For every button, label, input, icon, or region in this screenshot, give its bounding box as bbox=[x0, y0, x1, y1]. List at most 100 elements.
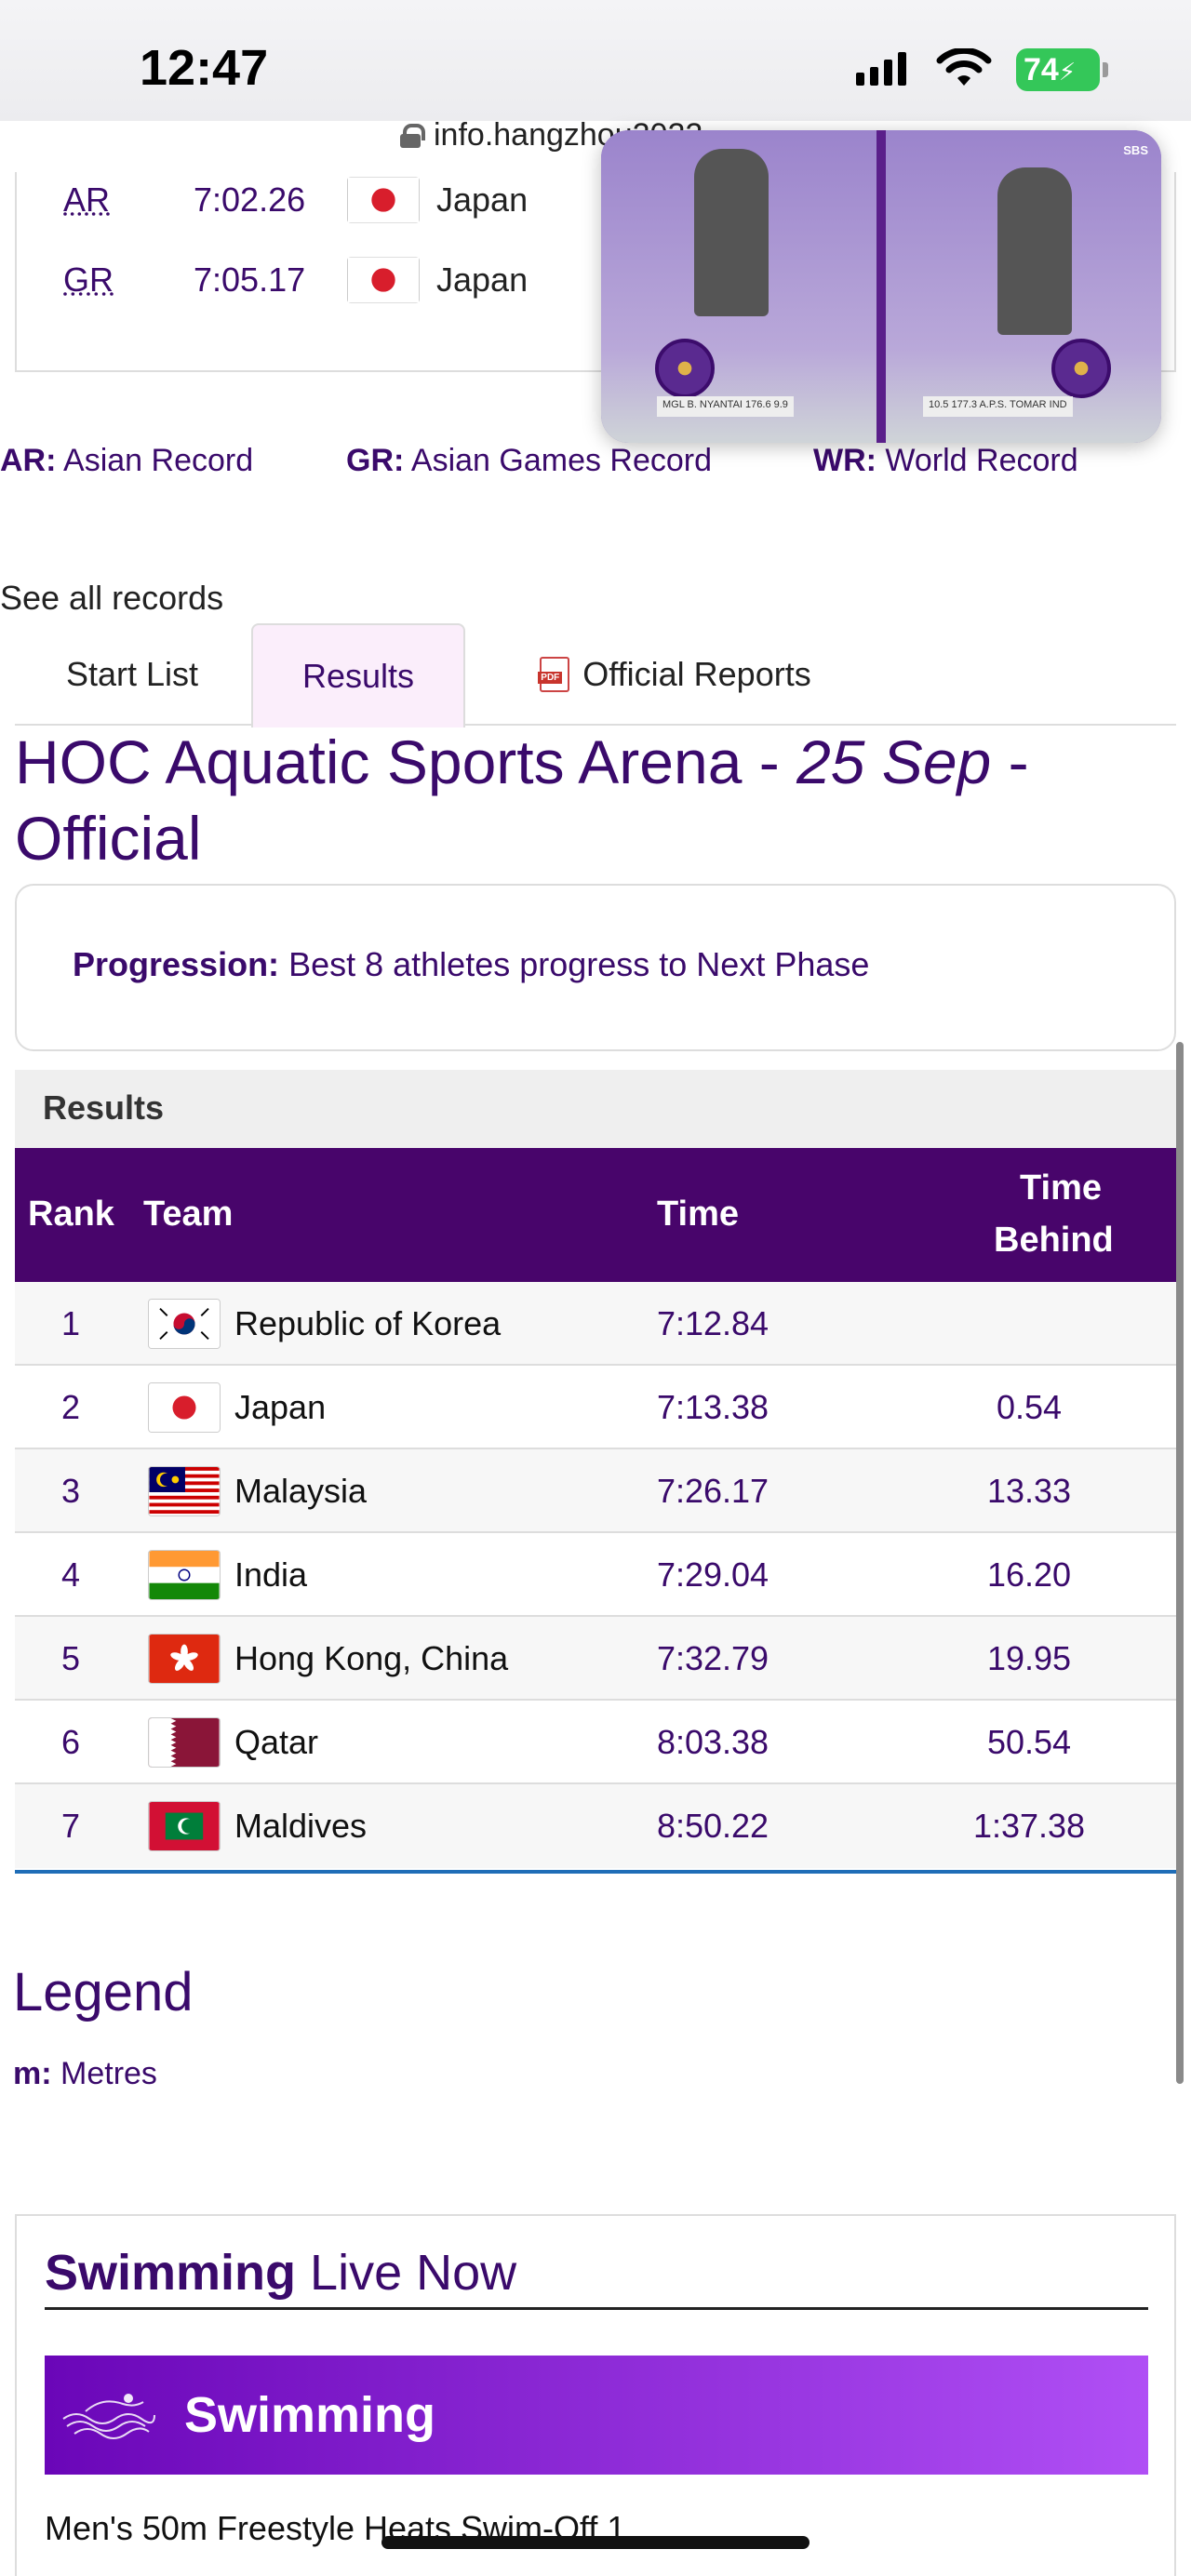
table-row: 2 Japan 7:13.38 0.54 bbox=[15, 1366, 1176, 1449]
time-cell: 7:13.38 bbox=[656, 1388, 769, 1426]
tab-results[interactable]: Results bbox=[251, 623, 465, 727]
sport-banner[interactable]: Swimming bbox=[45, 2356, 1148, 2475]
korea-flag-icon bbox=[148, 1299, 221, 1349]
behind-cell: 13.33 bbox=[986, 1472, 1072, 1510]
live-now-title: Swimming Live Now bbox=[45, 2244, 1148, 2310]
venue-date: 25 Sep bbox=[796, 727, 992, 796]
live-now-panel: Swimming Live Now Swimming Men's 50m Fre… bbox=[15, 2214, 1176, 2576]
target-icon bbox=[655, 339, 715, 398]
abbr-text: Asian Games Record bbox=[410, 443, 713, 478]
behind-cell: 1:37.38 bbox=[972, 1807, 1086, 1845]
abbr-text: Asian Record bbox=[63, 443, 254, 478]
video-caption: 10.5 177.3 A.P.S. TOMAR IND bbox=[923, 396, 1073, 417]
time-cell: 7:26.17 bbox=[656, 1472, 769, 1510]
team-cell: Japan bbox=[234, 1388, 327, 1426]
abbr-text: World Record bbox=[885, 443, 1078, 478]
lock-icon bbox=[400, 123, 425, 148]
sport-banner-label: Swimming bbox=[184, 2387, 436, 2443]
flag-cell bbox=[148, 1784, 221, 1868]
behind-cell bbox=[927, 1282, 1131, 1366]
flag-cell bbox=[148, 1366, 221, 1449]
table-row: 4 India 7:29.04 16.20 bbox=[15, 1533, 1176, 1617]
col-time: Time bbox=[657, 1195, 740, 1234]
shooter-figure bbox=[694, 149, 769, 316]
japan-flag-icon bbox=[347, 257, 420, 303]
table-row: 3 Malaysia 7:26.17 13.33 bbox=[15, 1449, 1176, 1533]
flag-cell bbox=[148, 1282, 221, 1366]
rank-cell: 5 bbox=[60, 1639, 81, 1677]
progression-text: Best 8 athletes progress to Next Phase bbox=[288, 945, 870, 983]
record-time: 7:02.26 bbox=[194, 180, 306, 219]
japan-flag-icon bbox=[347, 177, 420, 223]
pdf-icon bbox=[538, 657, 570, 692]
legend-title: Legend bbox=[13, 1962, 194, 2022]
hong-kong-flag-icon bbox=[148, 1634, 221, 1684]
rank-cell: 2 bbox=[60, 1388, 81, 1426]
time-cell: 7:12.84 bbox=[656, 1304, 769, 1342]
table-bottom-border bbox=[15, 1870, 1176, 1874]
video-caption: MGL B. NYANTAI 176.6 9.9 bbox=[657, 396, 794, 417]
video-right-feed: 10.5 177.3 A.P.S. TOMAR IND SBS bbox=[886, 130, 1161, 443]
team-cell: Hong Kong, China bbox=[234, 1639, 509, 1677]
legend-item: m: Metres bbox=[13, 2056, 157, 2092]
abbr-key: WR: bbox=[813, 443, 877, 478]
video-divider bbox=[877, 130, 886, 443]
tab-official-reports[interactable]: Official Reports bbox=[508, 623, 843, 726]
flag-cell bbox=[148, 1701, 221, 1784]
abbr-item: GR: Asian Games Record bbox=[346, 443, 712, 479]
record-row: AR 7:02.26 Japan bbox=[63, 172, 528, 228]
time-cell: 7:32.79 bbox=[656, 1639, 769, 1677]
flag-cell bbox=[148, 1449, 221, 1533]
legend-abbr: m: bbox=[13, 2056, 52, 2091]
results-heading: Results bbox=[15, 1070, 1176, 1148]
scrollbar[interactable] bbox=[1176, 1042, 1184, 2084]
live-sport-name[interactable]: Swimming bbox=[45, 2245, 297, 2301]
status-bar: 12:47 74⚡ info.hangzhou2022 bbox=[0, 0, 1191, 153]
page-title: HOC Aquatic Sports Arena - 25 Sep - Offic… bbox=[15, 724, 1169, 876]
battery-icon: 74⚡ bbox=[1016, 48, 1108, 91]
time-cell: 8:03.38 bbox=[656, 1723, 769, 1761]
see-all-records-link[interactable]: See all records bbox=[0, 579, 224, 617]
tab-start-list[interactable]: Start List bbox=[15, 623, 249, 726]
india-flag-icon bbox=[148, 1550, 221, 1600]
cellular-signal-icon bbox=[856, 52, 906, 86]
rank-cell: 6 bbox=[60, 1723, 81, 1761]
picture-in-picture-video[interactable]: MGL B. NYANTAI 176.6 9.9 10.5 177.3 A.P.… bbox=[601, 130, 1161, 443]
col-time-behind-2: Behind bbox=[994, 1221, 1114, 1260]
malaysia-flag-icon bbox=[148, 1466, 221, 1516]
behind-cell: 0.54 bbox=[996, 1388, 1063, 1426]
rank-cell: 4 bbox=[60, 1555, 81, 1594]
abbr-item: AR: Asian Record bbox=[0, 443, 253, 479]
venue-name: HOC Aquatic Sports Arena - bbox=[15, 727, 797, 796]
team-cell: India bbox=[234, 1555, 308, 1594]
legend-text: Metres bbox=[60, 2056, 157, 2091]
table-row: 7 Maldives 8:50.22 1:37.38 bbox=[15, 1784, 1176, 1868]
time-cell: 7:29.04 bbox=[656, 1555, 769, 1594]
behind-cell: 50.54 bbox=[986, 1723, 1072, 1761]
tab-label: Start List bbox=[65, 655, 199, 693]
video-left-feed: MGL B. NYANTAI 176.6 9.9 bbox=[601, 130, 877, 443]
team-cell: Maldives bbox=[234, 1807, 368, 1845]
shooter-figure bbox=[997, 167, 1072, 335]
tab-label: Results bbox=[301, 657, 415, 695]
record-time: 7:05.17 bbox=[194, 260, 306, 299]
results-table-header: Rank Team Time Time Behind bbox=[15, 1148, 1176, 1282]
behind-cell: 19.95 bbox=[986, 1639, 1072, 1677]
battery-level: 74 bbox=[1024, 52, 1059, 87]
wifi-icon bbox=[936, 48, 992, 86]
abbr-item: WR: World Record bbox=[813, 443, 1078, 479]
home-indicator[interactable] bbox=[381, 2536, 810, 2549]
result-status: Official bbox=[15, 804, 202, 873]
abbr-key: GR: bbox=[346, 443, 405, 478]
record-abbr-link[interactable]: AR bbox=[63, 180, 111, 219]
col-time-behind-1: Time bbox=[1020, 1168, 1103, 1208]
record-abbr-link[interactable]: GR bbox=[63, 260, 114, 299]
live-now-label: Live Now bbox=[296, 2245, 517, 2301]
col-team: Team bbox=[143, 1195, 234, 1234]
time-cell: 8:50.22 bbox=[656, 1807, 769, 1845]
table-row: 6 Qatar 8:03.38 50.54 bbox=[15, 1701, 1176, 1784]
behind-cell: 16.20 bbox=[986, 1555, 1072, 1594]
status-time: 12:47 bbox=[140, 40, 269, 96]
target-icon bbox=[1051, 339, 1111, 398]
records-table: AR 7:02.26 Japan GR 7:05.17 Japan bbox=[15, 172, 1176, 372]
